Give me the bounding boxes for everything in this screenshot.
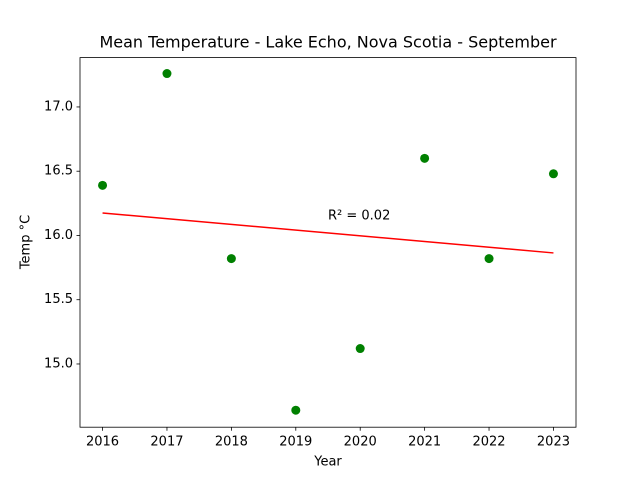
point bbox=[355, 344, 365, 354]
y-tick-label: 16.5 bbox=[44, 164, 73, 179]
trend-line bbox=[102, 212, 554, 254]
y-tick-label: 16.0 bbox=[44, 228, 73, 243]
y-tick-label: 15.5 bbox=[44, 292, 73, 307]
point bbox=[291, 405, 301, 415]
point bbox=[98, 180, 108, 190]
plot-frame bbox=[79, 57, 577, 428]
y-tick-label: 17.0 bbox=[44, 99, 73, 114]
x-tick-label: 2021 bbox=[408, 435, 441, 450]
point bbox=[420, 153, 430, 163]
point bbox=[548, 169, 558, 179]
y-tick-label: 15.0 bbox=[44, 356, 73, 371]
point bbox=[484, 254, 494, 264]
x-tick-label: 2023 bbox=[537, 435, 570, 450]
x-tick-label: 2017 bbox=[150, 435, 183, 450]
point bbox=[162, 69, 172, 79]
x-tick-label: 2019 bbox=[279, 435, 312, 450]
y-axis-label: Temp °C bbox=[19, 215, 34, 270]
x-tick-label: 2016 bbox=[86, 435, 119, 450]
x-tick-label: 2022 bbox=[472, 435, 505, 450]
chart-title: Mean Temperature - Lake Echo, Nova Scoti… bbox=[99, 33, 557, 52]
x-tick-label: 2018 bbox=[215, 435, 248, 450]
x-axis-label: Year bbox=[313, 455, 342, 470]
x-tick-label: 2020 bbox=[344, 435, 377, 450]
annotation: R² = 0.02 bbox=[328, 209, 390, 224]
point bbox=[226, 254, 236, 264]
